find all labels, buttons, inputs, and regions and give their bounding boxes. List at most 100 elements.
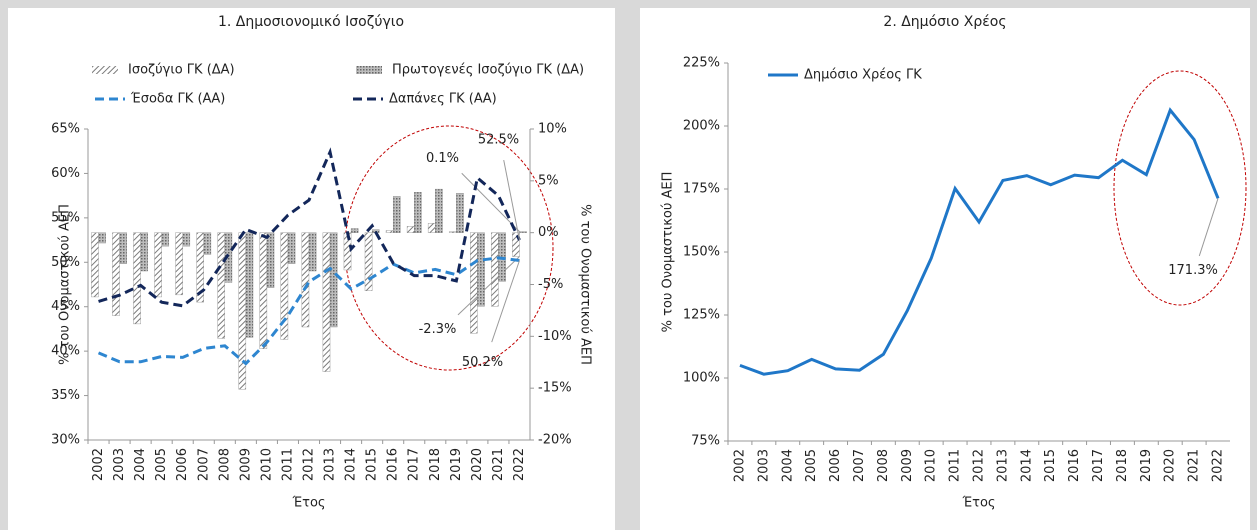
bar — [175, 232, 183, 296]
x-tick-label: 2009 — [900, 449, 915, 482]
label-leader — [503, 159, 520, 241]
x-tick-label: 2009 — [238, 448, 253, 481]
y2-tick-label: 5% — [538, 173, 559, 188]
line-series — [98, 147, 521, 308]
x-tick-label: 2022 — [512, 448, 527, 481]
bar — [203, 232, 212, 255]
y2-tick-label: -15% — [538, 381, 572, 396]
x-axis-label: Έτος — [961, 496, 995, 511]
bar — [456, 193, 464, 233]
x-tick-label: 2014 — [344, 448, 359, 481]
x-tick-label: 2012 — [972, 449, 987, 482]
label-leader — [491, 260, 520, 343]
x-tick-label: 2006 — [175, 448, 190, 481]
x-tick-label: 2017 — [1091, 449, 1106, 482]
y-tick-label: 45% — [51, 299, 80, 314]
x-tick-label: 2011 — [280, 448, 295, 481]
data-label: 52.5% — [478, 133, 519, 148]
bar — [470, 232, 478, 334]
x-tick-label: 2007 — [196, 448, 211, 481]
x-tick-label: 2011 — [948, 449, 963, 482]
x-tick-label: 2016 — [1067, 449, 1082, 482]
y-tick-label: 150% — [683, 245, 720, 260]
y-tick-label: 225% — [683, 56, 720, 71]
x-tick-label: 2005 — [804, 449, 819, 482]
chart-title: 2. Δημόσιο Χρέος — [883, 14, 1006, 30]
x-tick-label: 2013 — [995, 449, 1010, 482]
y-tick-label: 100% — [683, 371, 720, 386]
label-leader — [461, 172, 520, 232]
bar — [245, 232, 254, 338]
legend-swatch — [356, 66, 382, 74]
bar — [491, 232, 499, 307]
bar — [350, 228, 359, 233]
x-tick-label: 2010 — [259, 448, 274, 481]
y-tick-label: 30% — [51, 433, 80, 448]
legend-label: Πρωτογενές Ισοζύγιο ΓΚ (ΔΑ) — [392, 63, 584, 78]
label-leader — [457, 256, 520, 316]
bar — [112, 232, 120, 316]
legend-label: Δημόσιο Χρέος ΓΚ — [804, 68, 922, 83]
x-tick-label: 2015 — [1043, 449, 1058, 482]
bar — [98, 232, 106, 244]
bar — [519, 231, 527, 233]
x-tick-label: 2016 — [386, 448, 401, 481]
y-tick-label: 55% — [51, 210, 80, 225]
x-tick-label: 2002 — [91, 448, 106, 481]
y-tick-label: 125% — [683, 308, 720, 323]
bar — [119, 232, 127, 264]
bar — [301, 232, 310, 328]
bar — [448, 231, 457, 233]
label-leader — [1198, 198, 1219, 257]
bar — [322, 232, 331, 372]
x-tick-label: 2018 — [428, 448, 443, 481]
bar — [196, 232, 204, 303]
bar — [385, 230, 394, 233]
bar — [280, 232, 289, 340]
bar — [266, 232, 275, 288]
bar — [217, 232, 226, 339]
x-tick-label: 2017 — [407, 448, 422, 481]
x-tick-label: 2019 — [1139, 449, 1154, 482]
x-tick-label: 2014 — [1019, 449, 1034, 482]
bar — [259, 232, 268, 349]
highlight-ellipse — [1113, 70, 1247, 306]
legend-label: Δαπάνες ΓΚ (ΑΑ) — [389, 92, 497, 107]
y-tick-label: 200% — [683, 119, 720, 134]
y2-tick-label: 0% — [538, 225, 559, 240]
y2-tick-label: -5% — [538, 277, 563, 292]
x-tick-label: 2019 — [449, 448, 464, 481]
line-series — [97, 256, 520, 366]
bar — [406, 226, 415, 233]
data-label: -2.3% — [419, 322, 457, 337]
bar — [414, 192, 422, 233]
y-tick-label: 50% — [51, 255, 80, 270]
x-tick-label: 2008 — [876, 449, 891, 482]
bar — [91, 232, 99, 298]
x-tick-label: 2012 — [302, 448, 317, 481]
x-tick-label: 2005 — [154, 448, 169, 481]
x-tick-label: 2002 — [732, 449, 747, 482]
line-series — [739, 107, 1220, 376]
panel — [640, 8, 1250, 530]
bar — [238, 232, 247, 390]
y2-tick-label: -20% — [538, 433, 572, 448]
y-tick-label: 35% — [51, 388, 80, 403]
x-tick-label: 2006 — [828, 449, 843, 482]
x-tick-label: 2008 — [217, 448, 232, 481]
y2-tick-label: -10% — [538, 329, 572, 344]
bar — [329, 232, 338, 328]
bar — [287, 232, 296, 264]
x-tick-label: 2003 — [112, 448, 127, 481]
x-axis-label: Έτος — [291, 496, 325, 511]
y2-tick-label: 10% — [538, 122, 567, 137]
bar — [512, 232, 520, 257]
chart-title: 1. Δημοσιονομικό Ισοζύγιο — [218, 14, 404, 30]
y-tick-label: 40% — [51, 344, 80, 359]
x-tick-label: 2020 — [1163, 449, 1178, 482]
x-tick-label: 2015 — [365, 448, 380, 481]
y-axis-label: % του Ονομαστικού ΑΕΠ — [661, 172, 676, 333]
bar — [133, 232, 141, 325]
